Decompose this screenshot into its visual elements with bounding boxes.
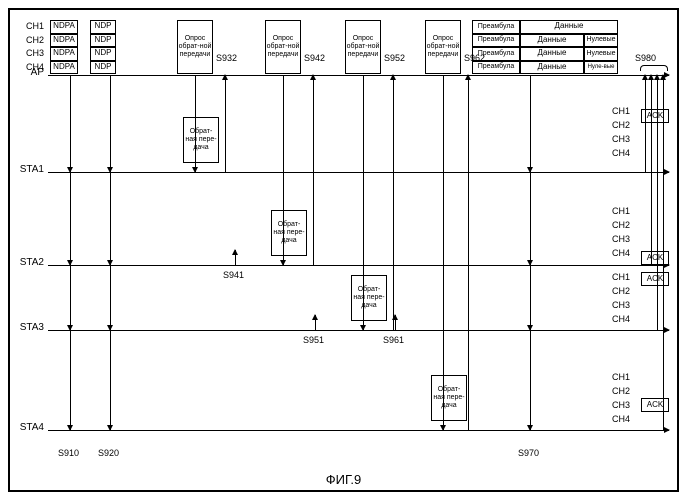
- poll-3: Опрос обрат-ной передачи: [345, 20, 381, 74]
- sta3-ch4: CH4: [612, 314, 634, 324]
- arrow-ack-sta1: [645, 75, 646, 172]
- ndp-2: NDP: [90, 34, 116, 48]
- figure-caption: ФИГ.9: [10, 472, 677, 487]
- timeline-sta3: [48, 330, 669, 331]
- sta2-ch3: CH3: [612, 234, 634, 244]
- ack-sta4: ACK: [641, 398, 669, 412]
- sta2-ch4: CH4: [612, 248, 634, 258]
- frame-null-4: Нуле-вые: [584, 61, 618, 75]
- ndp-1: NDP: [90, 20, 116, 34]
- sta1-ch4: CH4: [612, 148, 634, 158]
- label-s932: S932: [216, 53, 237, 63]
- ack-sta2: ACK: [641, 251, 669, 265]
- timeline-sta4: [48, 430, 669, 431]
- label-s910: S910: [58, 448, 79, 458]
- ap-ch-4: CH4: [26, 62, 48, 72]
- ndpa-3: NDPA: [50, 47, 78, 61]
- arrow-ack-sta2: [651, 75, 652, 265]
- arrow-ack-sta3: [657, 75, 658, 330]
- label-s970: S970: [518, 448, 539, 458]
- sta1-ch1: CH1: [612, 106, 634, 116]
- ndp-3: NDP: [90, 47, 116, 61]
- feedback-sta1: Обрат-ная пере-дача: [183, 117, 219, 163]
- frame-data-2: Данные: [520, 34, 584, 48]
- ack-sta3: ACK: [641, 272, 669, 286]
- label-s951: S951: [303, 335, 324, 345]
- poll-4: Опрос обрат-ной передачи: [425, 20, 461, 74]
- ap-ch-2: CH2: [26, 35, 48, 45]
- feedback-sta2: Обрат-ная пере-дача: [271, 210, 307, 256]
- lane-label-sta3: STA3: [14, 322, 44, 333]
- label-s962: S962: [464, 53, 485, 63]
- frame-preamble-2: Преамбула: [472, 34, 520, 48]
- hook-s941: [235, 250, 236, 265]
- timeline-sta1: [48, 172, 669, 173]
- arrow-fb-sta1: [225, 75, 226, 172]
- arrow-poll-sta2: [283, 75, 284, 265]
- label-s942: S942: [304, 53, 325, 63]
- sta3-ch2: CH2: [612, 286, 634, 296]
- arrow-s970-h3: [530, 75, 531, 330]
- arrow-s920-h3: [110, 75, 111, 330]
- frame-preamble-1: Преамбула: [472, 20, 520, 34]
- ndpa-1: NDPA: [50, 20, 78, 34]
- frame-null-2: Нулевые: [584, 34, 618, 48]
- label-s920: S920: [98, 448, 119, 458]
- brace-s980: [640, 65, 668, 71]
- frame-data-3: Данные: [520, 47, 584, 61]
- frame-null-3: Нулевые: [584, 47, 618, 61]
- ndpa-4: NDPA: [50, 61, 78, 75]
- arrow-fb-sta4: [468, 75, 469, 430]
- ndp-4: NDP: [90, 61, 116, 75]
- feedback-sta4: Обрат-ная пере-дача: [431, 375, 467, 421]
- timeline-sta2: [48, 265, 669, 266]
- sta4-ch1: CH1: [612, 372, 634, 382]
- lane-label-sta1: STA1: [14, 164, 44, 175]
- arrow-fb-sta3: [393, 75, 394, 330]
- label-s941: S941: [223, 270, 244, 280]
- arrow-s910-h3: [70, 75, 71, 330]
- poll-1: Опрос обрат-ной передачи: [177, 20, 213, 74]
- sequence-diagram: AP STA1 STA2 STA3 STA4 CH1 CH2 CH3 CH4 N…: [8, 8, 679, 492]
- sta4-ch3: CH3: [612, 400, 634, 410]
- feedback-sta3: Обрат-ная пере-дача: [351, 275, 387, 321]
- hook-s961: [395, 315, 396, 330]
- label-s952: S952: [384, 53, 405, 63]
- arrow-poll-sta4: [443, 75, 444, 430]
- poll-2: Опрос обрат-ной передачи: [265, 20, 301, 74]
- sta2-ch1: CH1: [612, 206, 634, 216]
- sta3-ch1: CH1: [612, 272, 634, 282]
- arrow-poll-sta1: [195, 75, 196, 172]
- arrow-poll-sta3: [363, 75, 364, 330]
- frame-data-1: Данные: [520, 20, 618, 34]
- lane-label-sta4: STA4: [14, 422, 44, 433]
- arrow-fb-sta2: [313, 75, 314, 265]
- sta1-ch2: CH2: [612, 120, 634, 130]
- label-s980: S980: [635, 53, 656, 63]
- sta4-ch2: CH2: [612, 386, 634, 396]
- timeline-ap: [48, 75, 669, 76]
- ap-ch-1: CH1: [26, 21, 48, 31]
- sta2-ch2: CH2: [612, 220, 634, 230]
- lane-label-sta2: STA2: [14, 257, 44, 268]
- arrow-ack-sta4: [663, 75, 664, 430]
- sta4-ch4: CH4: [612, 414, 634, 424]
- sta3-ch3: CH3: [612, 300, 634, 310]
- sta1-ch3: CH3: [612, 134, 634, 144]
- frame-data-4: Данные: [520, 61, 584, 75]
- hook-s951: [315, 315, 316, 330]
- ndpa-2: NDPA: [50, 34, 78, 48]
- ap-ch-3: CH3: [26, 48, 48, 58]
- label-s961: S961: [383, 335, 404, 345]
